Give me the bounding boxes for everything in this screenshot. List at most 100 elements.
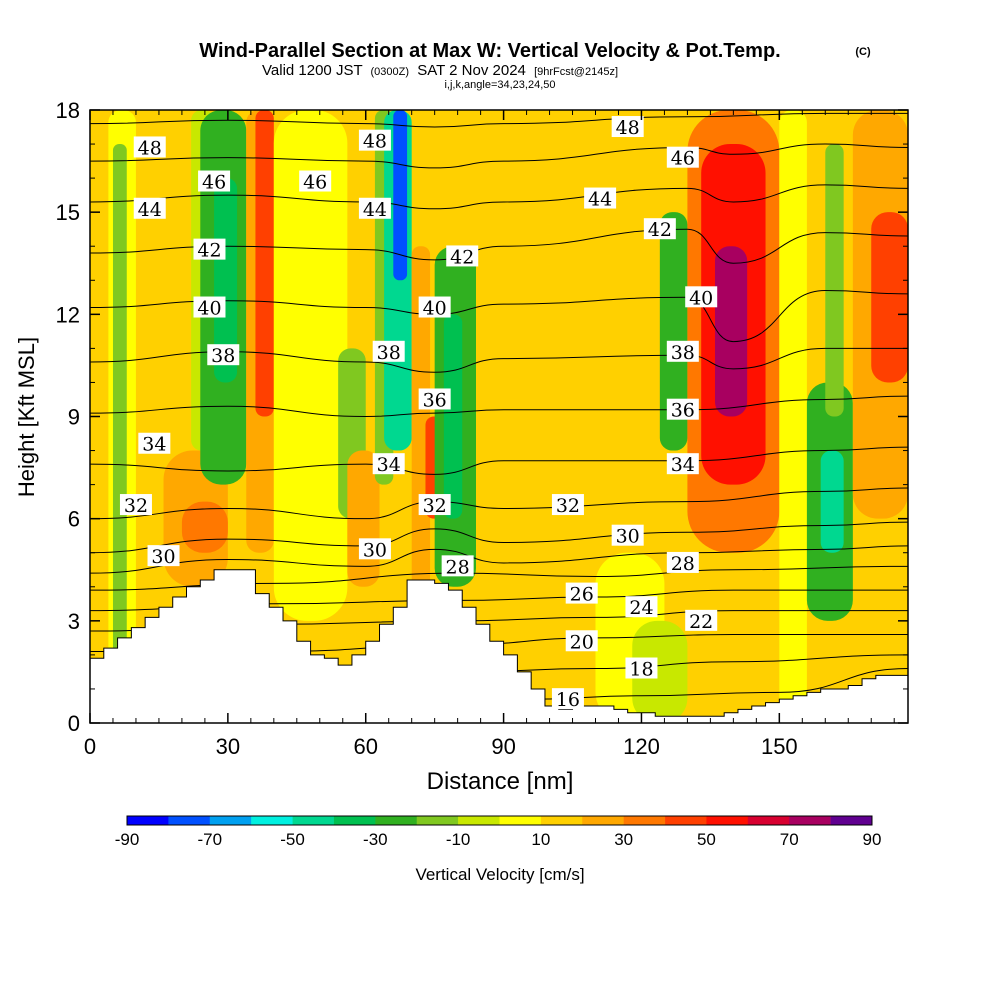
isentrope-30 <box>90 521 908 554</box>
y-tick-label: 15 <box>56 200 80 225</box>
contour-label-48: 48 <box>358 129 391 153</box>
contour-label-38: 38 <box>207 344 240 367</box>
terrain-mask <box>90 569 908 723</box>
velocity-cell-20 <box>443 314 463 519</box>
x-tick-label: 120 <box>623 734 660 759</box>
colorbar-swatch <box>209 816 252 825</box>
svg-text:34: 34 <box>142 434 166 456</box>
y-tick-label: 3 <box>68 609 80 634</box>
y-tick-label: 6 <box>68 507 80 532</box>
svg-text:34: 34 <box>377 454 401 476</box>
contour-label-24: 24 <box>625 596 658 619</box>
svg-text:44: 44 <box>588 189 612 211</box>
isentrope-46 <box>90 143 908 169</box>
y-tick-label: 18 <box>56 98 80 123</box>
colorbar-swatch <box>333 816 376 825</box>
svg-text:28: 28 <box>446 556 470 578</box>
contour-label-40: 40 <box>685 286 718 309</box>
contour-label-28: 28 <box>441 555 474 578</box>
contour-label-22: 22 <box>685 609 718 633</box>
colorbar: -90 -70 -50 -30 -10 10 30 50 70 90 <box>115 815 881 849</box>
velocity-cell-16 <box>393 110 408 281</box>
contour-label-16: 16 <box>551 688 584 711</box>
svg-text:20: 20 <box>570 631 594 653</box>
velocity-cell-10 <box>255 110 274 417</box>
svg-text:42: 42 <box>450 246 474 268</box>
svg-text:32: 32 <box>423 495 447 517</box>
colorbar-tick-label: 70 <box>780 830 799 849</box>
colorbar-swatch <box>789 816 831 825</box>
svg-text:36: 36 <box>671 400 695 422</box>
colorbar-swatch <box>540 816 583 825</box>
x-axis: 0 30 60 90 120 150 <box>84 110 895 759</box>
y-tick-label: 12 <box>56 302 80 327</box>
y-tick-label: 9 <box>68 405 80 430</box>
colorbar-tick-label: -90 <box>115 830 140 849</box>
contour-label-44: 44 <box>358 197 391 221</box>
contour-label-30: 30 <box>358 538 391 561</box>
svg-text:48: 48 <box>616 117 640 139</box>
svg-text:18: 18 <box>629 659 653 681</box>
svg-text:42: 42 <box>197 240 221 262</box>
contour-label-18: 18 <box>625 657 658 681</box>
isentrope-40 <box>90 289 908 343</box>
subtitle-grid-info: i,j,k,angle=34,23,24,50 <box>444 79 555 91</box>
contour-label-42: 42 <box>193 238 226 262</box>
velocity-cell-2 <box>112 144 127 655</box>
subtitle-date: SAT 2 Nov 2024 <box>417 62 526 79</box>
isentrope-42 <box>90 228 908 264</box>
colorbar-frame <box>126 815 873 826</box>
svg-text:16: 16 <box>556 689 580 711</box>
x-tick-label: 0 <box>84 734 96 759</box>
contour-label-38: 38 <box>372 340 405 364</box>
svg-text:30: 30 <box>616 526 640 548</box>
contour-label-34: 34 <box>372 453 405 476</box>
contour-label-32: 32 <box>418 494 451 517</box>
colorbar-swatch <box>251 816 293 825</box>
velocity-cell-8 <box>214 178 238 383</box>
vertical-velocity-field <box>90 110 908 723</box>
contour-label-40: 40 <box>193 296 226 320</box>
colorbar-swatch <box>168 816 211 825</box>
velocity-cell-5 <box>181 501 228 553</box>
contour-label-28: 28 <box>666 551 699 575</box>
isentrope-36 <box>90 395 908 418</box>
colorbar-tick-label: -50 <box>280 830 305 849</box>
svg-text:36: 36 <box>423 389 447 411</box>
contour-label-42: 42 <box>643 218 676 241</box>
svg-text:40: 40 <box>423 298 447 320</box>
contour-label-38: 38 <box>666 340 699 364</box>
svg-text:32: 32 <box>124 495 148 517</box>
svg-text:26: 26 <box>570 584 594 606</box>
colorbar-swatch <box>582 816 624 825</box>
velocity-cell-11 <box>273 110 348 621</box>
svg-text:40: 40 <box>197 298 221 320</box>
velocity-cell-30 <box>820 450 844 553</box>
svg-text:48: 48 <box>138 137 162 159</box>
colorbar-swatch <box>458 816 500 825</box>
colorbar-tick-label: 50 <box>697 830 716 849</box>
x-axis-label: Distance [nm] <box>427 768 574 795</box>
colorbar-tick-label: -30 <box>363 830 388 849</box>
subtitle-forecast: [9hrFcst@2145z] <box>534 66 618 78</box>
contour-label-30: 30 <box>611 524 644 548</box>
contour-label-34: 34 <box>666 453 699 476</box>
colorbar-tick-label: -70 <box>197 830 222 849</box>
colorbar-swatch <box>375 816 418 825</box>
title-block: Wind-Parallel Section at Max W: Vertical… <box>199 40 871 91</box>
x-tick-label: 60 <box>353 734 377 759</box>
isentrope-48 <box>90 112 908 128</box>
isentrope-34 <box>90 446 908 475</box>
y-tick-label: 0 <box>68 711 80 736</box>
svg-text:30: 30 <box>151 546 175 568</box>
isentrope-32 <box>90 487 908 520</box>
contour-label-42: 42 <box>446 245 479 268</box>
y-axis-label: Height [Kft MSL] <box>14 337 39 497</box>
subtitle-utc: (0300Z) <box>371 66 410 78</box>
contour-label-30: 30 <box>147 545 180 568</box>
colorbar-tick-label: 30 <box>614 830 633 849</box>
x-tick-label: 30 <box>216 734 240 759</box>
contour-label-46: 46 <box>299 170 332 194</box>
